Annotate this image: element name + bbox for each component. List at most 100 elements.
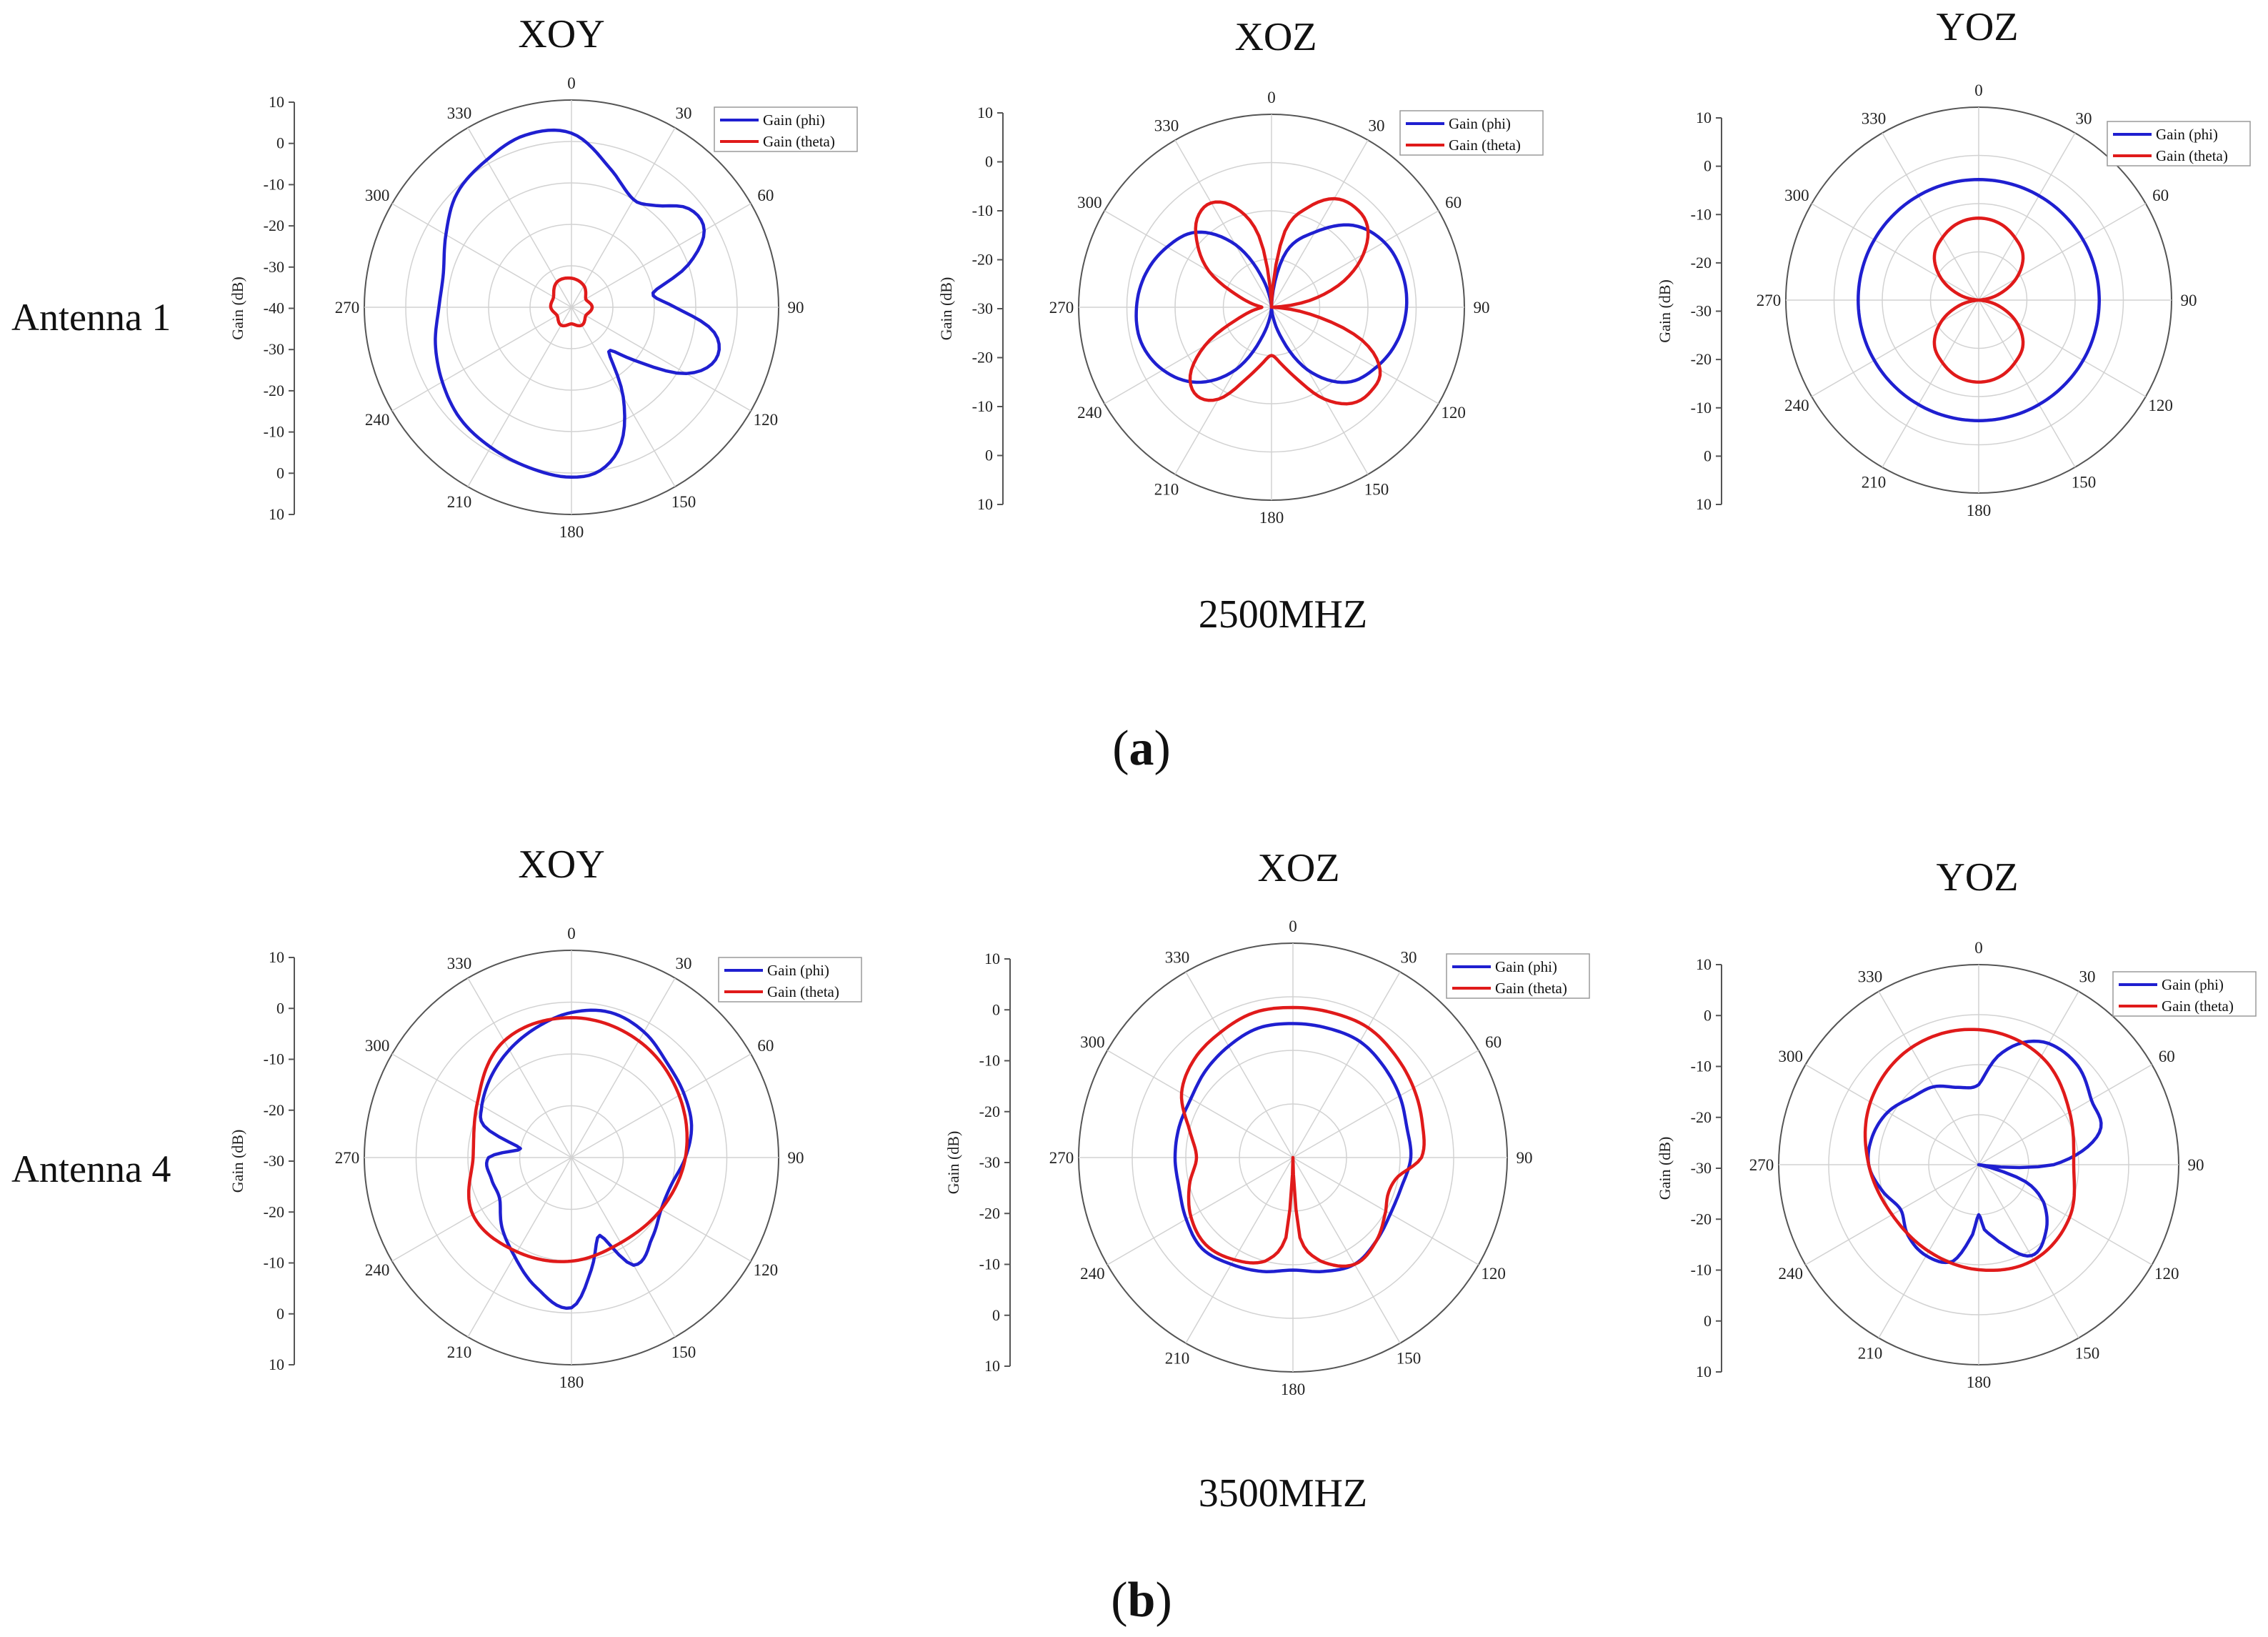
angle-tick-label: 300 bbox=[1080, 1033, 1105, 1051]
radial-tick-label: -10 bbox=[264, 1254, 284, 1272]
legend-box bbox=[1446, 953, 1590, 999]
legend-box bbox=[714, 106, 858, 152]
grid-spoke bbox=[1106, 1157, 1294, 1265]
angle-tick-label: 210 bbox=[1858, 1344, 1883, 1362]
angle-tick-label: 210 bbox=[1165, 1350, 1190, 1368]
angle-tick-label: 0 bbox=[567, 925, 576, 942]
angle-tick-label: 210 bbox=[1862, 474, 1887, 492]
radial-tick-label: -20 bbox=[1691, 1210, 1712, 1228]
polar-grid bbox=[1078, 114, 1465, 501]
angle-tick-label: 180 bbox=[559, 523, 584, 541]
radial-tick-label: 0 bbox=[1704, 157, 1712, 175]
angle-tick-label: 330 bbox=[1165, 948, 1190, 966]
chart-title-b-xoy: XOY bbox=[518, 842, 605, 887]
series-gain-phi-line bbox=[479, 1008, 694, 1310]
y-axis-label: Gain (dB) bbox=[937, 277, 955, 341]
radial-axis: 10 0 -10 -20 -30 -20 -10 0 10 bbox=[979, 950, 1011, 1375]
grid-spoke bbox=[1811, 299, 1979, 397]
polar-chart-a-xoz: 0 30 60 90 120 150 180 210 240 270 300 330 10 0 -10 -20… bbox=[937, 89, 1544, 527]
radial-tick-label: 10 bbox=[1696, 1363, 1712, 1380]
angle-tick-label: 60 bbox=[1445, 194, 1462, 212]
angle-tick-label: 330 bbox=[1862, 109, 1887, 127]
radial-tick-label: -10 bbox=[1691, 399, 1712, 417]
radial-tick-label: -20 bbox=[264, 1203, 284, 1220]
grid-spoke bbox=[1978, 1164, 2152, 1265]
radial-tick-label: -20 bbox=[1691, 350, 1712, 368]
radial-tick-label: 0 bbox=[276, 999, 284, 1017]
chart-title-a-xoy: XOY bbox=[518, 12, 605, 56]
angle-tick-label: 30 bbox=[676, 104, 692, 122]
grid-spoke bbox=[1882, 299, 1979, 468]
grid-spoke bbox=[1882, 132, 1979, 301]
polar-grid bbox=[1785, 106, 2172, 494]
grid-spoke bbox=[1106, 1050, 1294, 1158]
angle-tick-label: 240 bbox=[365, 411, 389, 429]
series-gain-theta-line bbox=[1179, 1005, 1426, 1268]
radial-tick-label: 0 bbox=[985, 153, 993, 171]
grid-spoke bbox=[1104, 307, 1272, 404]
angle-tick-label: 30 bbox=[2076, 109, 2092, 127]
angle-tick-label: 240 bbox=[1784, 397, 1809, 414]
grid-spoke bbox=[467, 307, 572, 487]
angle-tick-label: 90 bbox=[1474, 299, 1490, 317]
grid-spoke bbox=[1271, 139, 1369, 308]
grid-spoke bbox=[1271, 307, 1439, 404]
angle-tick-label: 150 bbox=[1364, 481, 1389, 499]
angle-tick-label: 90 bbox=[2188, 1156, 2204, 1174]
radial-tick-label: -10 bbox=[264, 175, 284, 193]
grid-spoke bbox=[1978, 299, 2076, 468]
legend-label: Gain (theta) bbox=[763, 133, 835, 150]
polar-chart-a-yoz: 0 30 60 90 120 150 180 210 240 270 300 330 10 0 -10 -20… bbox=[1656, 81, 2251, 519]
row-label-b: Antenna 4 bbox=[11, 1148, 171, 1190]
grid-spoke bbox=[1811, 203, 1979, 301]
angle-tick-label: 180 bbox=[559, 1373, 584, 1391]
radial-tick-label: -10 bbox=[264, 423, 284, 441]
angle-tick-label: 240 bbox=[1077, 404, 1102, 422]
angle-tick-label: 180 bbox=[1967, 502, 1992, 519]
caption-a: (a) bbox=[1112, 721, 1171, 776]
polar-chart-a-xoy: 0 30 60 90 120 150 180 210 240 270 300 330 10 0 -10 -20… bbox=[229, 74, 858, 541]
grid-spoke bbox=[571, 203, 751, 308]
legend-box bbox=[718, 957, 862, 1002]
legend: Gain (phi) Gain (theta) bbox=[2107, 121, 2251, 166]
radial-axis: 10 0 -10 -20 -30 -20 -10 0 10 bbox=[1691, 955, 1722, 1380]
radial-tick-label: -30 bbox=[264, 1152, 284, 1170]
legend-label: Gain (phi) bbox=[763, 111, 825, 129]
grid-spoke bbox=[1271, 210, 1439, 308]
polar-chart-b-xoy: 0 30 60 90 120 150 180 210 240 270 300 330 10 0 -10 -20… bbox=[229, 925, 862, 1391]
radial-tick-label: -30 bbox=[979, 1153, 1000, 1171]
frequency-label-a: 2500MHZ bbox=[1198, 592, 1368, 637]
radial-tick-label: 0 bbox=[1704, 1312, 1712, 1330]
grid-spoke bbox=[467, 1157, 572, 1338]
radial-tick-label: 10 bbox=[269, 1355, 284, 1373]
angle-tick-label: 60 bbox=[757, 186, 774, 204]
y-axis-label: Gain (dB) bbox=[229, 1130, 246, 1193]
radial-tick-label: 10 bbox=[977, 104, 993, 121]
series-gain-theta-line bbox=[549, 276, 594, 328]
polar-grid bbox=[364, 99, 779, 515]
grid-spoke bbox=[391, 307, 572, 412]
legend: Gain (phi) Gain (theta) bbox=[2112, 971, 2257, 1017]
polar-grid bbox=[364, 950, 779, 1365]
radial-tick-label: 0 bbox=[992, 1306, 1000, 1324]
grid-spoke bbox=[467, 127, 572, 308]
angle-tick-label: 90 bbox=[1517, 1149, 1533, 1167]
radial-axis: 10 0 -10 -20 -30 -40 -30 -20 -10 0 10 bbox=[264, 93, 295, 523]
angle-tick-label: 150 bbox=[2072, 474, 2097, 492]
angle-tick-label: 90 bbox=[788, 1149, 804, 1167]
angle-tick-label: 150 bbox=[1397, 1350, 1422, 1368]
angle-tick-label: 150 bbox=[671, 1343, 696, 1361]
polar-chart-b-xoz: 0 30 60 90 120 150 180 210 240 270 300 330 10 0 -10 -20… bbox=[944, 917, 1590, 1398]
series-gain-theta-line bbox=[1932, 217, 2025, 384]
grid-spoke bbox=[1292, 971, 1401, 1158]
frequency-label-b: 3500MHZ bbox=[1198, 1471, 1368, 1516]
grid-spoke bbox=[1978, 299, 2147, 397]
angle-tick-label: 270 bbox=[335, 1149, 360, 1167]
angle-tick-label: 150 bbox=[2075, 1344, 2100, 1362]
radial-tick-label: 0 bbox=[276, 134, 284, 152]
radial-tick-label: -10 bbox=[1691, 1058, 1712, 1075]
chart-title-b-xoz: XOZ bbox=[1257, 846, 1340, 890]
radial-tick-label: 10 bbox=[1696, 955, 1712, 973]
radial-tick-label: -10 bbox=[979, 1255, 1000, 1273]
radial-tick-label: 10 bbox=[1696, 495, 1712, 513]
